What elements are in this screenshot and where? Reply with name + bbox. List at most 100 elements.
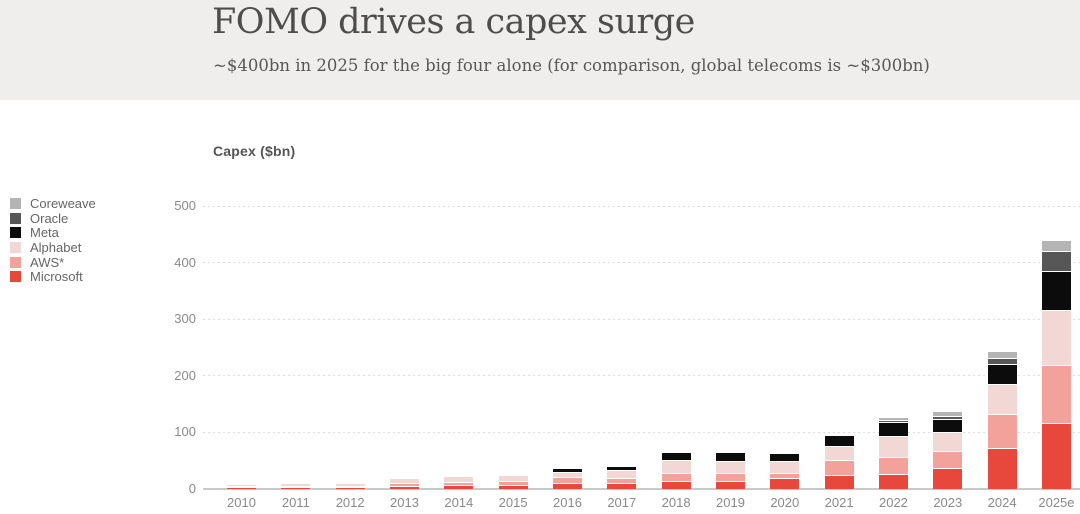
page-subtitle: ~$400bn in 2025 for the big four alone (… — [213, 56, 930, 75]
bar-segment-meta — [607, 467, 637, 470]
bar-segment-meta — [770, 454, 800, 462]
bar-segment-coreweave — [987, 351, 1017, 359]
bar-segment-alphabet — [281, 484, 311, 486]
bar-segment-aws — [607, 477, 637, 483]
bar-segment-microsoft — [389, 485, 419, 489]
legend-label: Microsoft — [30, 269, 83, 285]
x-tick-label-2020: 2020 — [770, 495, 800, 510]
legend-label: Alphabet — [30, 239, 82, 255]
bar-segment-meta — [1041, 271, 1071, 310]
bar-segment-microsoft — [1041, 422, 1071, 489]
stacked-bar-2012 — [335, 483, 365, 489]
gridline-500 — [203, 205, 1080, 207]
legend-item-oracle: Oracle — [10, 211, 96, 226]
bar-segment-aws — [987, 414, 1017, 448]
bar-segment-meta — [824, 436, 854, 446]
bar-segment-alphabet — [552, 471, 582, 478]
bar-segment-aws — [770, 473, 800, 478]
bar-segment-coreweave — [933, 412, 963, 416]
bar-segment-alphabet — [607, 469, 637, 478]
legend-label: AWS* — [30, 254, 65, 270]
legend-swatch-icon — [10, 241, 21, 253]
bar-segment-alphabet — [878, 436, 908, 457]
bar-segment-meta — [552, 468, 582, 472]
x-tick-label-2014: 2014 — [444, 495, 474, 510]
bar-segment-aws — [933, 450, 963, 468]
bar-segment-alphabet — [498, 476, 528, 482]
bar-segment-microsoft — [227, 487, 256, 489]
y-tick-label-300: 300 — [174, 311, 196, 327]
x-tick-label-2010: 2010 — [227, 495, 256, 510]
bar-segment-aws — [661, 472, 691, 481]
legend-label: Meta — [30, 225, 59, 241]
x-axis-line — [203, 487, 1080, 490]
gridline-100 — [203, 431, 1080, 433]
legend-item-alphabet: Alphabet — [10, 240, 96, 255]
y-tick-label-400: 400 — [174, 254, 196, 270]
stacked-bar-2021 — [824, 436, 854, 489]
stacked-bar-2016 — [552, 468, 582, 489]
bar-segment-microsoft — [715, 480, 745, 489]
stacked-bar-2019 — [715, 453, 745, 489]
x-tick-label-2024: 2024 — [987, 495, 1017, 510]
stacked-bar-2020 — [770, 454, 800, 489]
x-tick-label-2021: 2021 — [824, 495, 854, 510]
x-tick-label-2022: 2022 — [878, 495, 908, 510]
x-tick-label-2018: 2018 — [661, 495, 691, 510]
bar-segment-alphabet — [987, 383, 1017, 415]
x-tick-label-2025e: 2025e — [1038, 495, 1075, 510]
x-tick-label-2017: 2017 — [607, 495, 637, 510]
legend-item-microsoft: Microsoft — [10, 269, 96, 284]
bar-segment-aws — [444, 482, 474, 486]
bar-segment-aws — [552, 477, 582, 483]
bar-segment-aws — [878, 456, 908, 475]
bar-segment-coreweave — [1041, 241, 1071, 252]
bar-segment-alphabet — [389, 478, 419, 483]
bar-segment-aws — [335, 485, 365, 487]
bar-segment-aws — [498, 481, 528, 486]
legend-item-coreweave: Coreweave — [10, 196, 96, 211]
x-tick-label-2012: 2012 — [335, 495, 365, 510]
bar-segment-aws — [227, 485, 256, 488]
x-tick-label-2011: 2011 — [281, 495, 310, 510]
legend-label: Oracle — [30, 210, 69, 226]
x-tick-label-2016: 2016 — [553, 495, 582, 510]
bar-segment-alphabet — [661, 460, 691, 473]
bar-segment-microsoft — [281, 487, 311, 489]
header-band: FOMO drives a capex surge ~$400bn in 202… — [0, 0, 1080, 100]
bar-segment-microsoft — [335, 486, 365, 489]
stacked-bar-2023 — [933, 412, 963, 489]
bar-segment-alphabet — [770, 461, 800, 474]
bar-segment-microsoft — [878, 474, 908, 489]
bar-segment-meta — [933, 418, 963, 433]
stacked-bar-2025e — [1041, 241, 1071, 489]
bar-segment-microsoft — [987, 447, 1017, 489]
bar-segment-alphabet — [824, 445, 854, 460]
bar-segment-aws — [281, 485, 311, 488]
legend-label: Coreweave — [30, 195, 96, 211]
bar-segment-alphabet — [715, 460, 745, 474]
bar-segment-alphabet — [227, 484, 256, 486]
bar-segment-oracle — [1041, 251, 1071, 272]
bar-segment-alphabet — [444, 477, 474, 482]
stacked-bar-2011 — [281, 484, 311, 489]
x-tick-label-2019: 2019 — [716, 495, 745, 510]
page-title: FOMO drives a capex surge — [212, 2, 695, 42]
legend-swatch-icon — [10, 212, 21, 224]
bar-segment-aws — [1041, 364, 1071, 423]
bar-segment-alphabet — [1041, 309, 1071, 365]
bar-segment-meta — [987, 364, 1017, 384]
bar-segment-microsoft — [607, 482, 637, 489]
stacked-bar-2010 — [227, 484, 256, 489]
stacked-bar-2017 — [607, 467, 637, 489]
bar-segment-alphabet — [933, 432, 963, 451]
bar-segment-alphabet — [335, 483, 365, 486]
legend-item-aws-: AWS* — [10, 255, 96, 270]
y-tick-label-500: 500 — [174, 198, 196, 213]
bar-segment-aws — [389, 482, 419, 486]
bar-segment-oracle — [933, 415, 963, 419]
bar-segment-microsoft — [661, 480, 691, 489]
bar-segment-oracle — [878, 420, 908, 423]
